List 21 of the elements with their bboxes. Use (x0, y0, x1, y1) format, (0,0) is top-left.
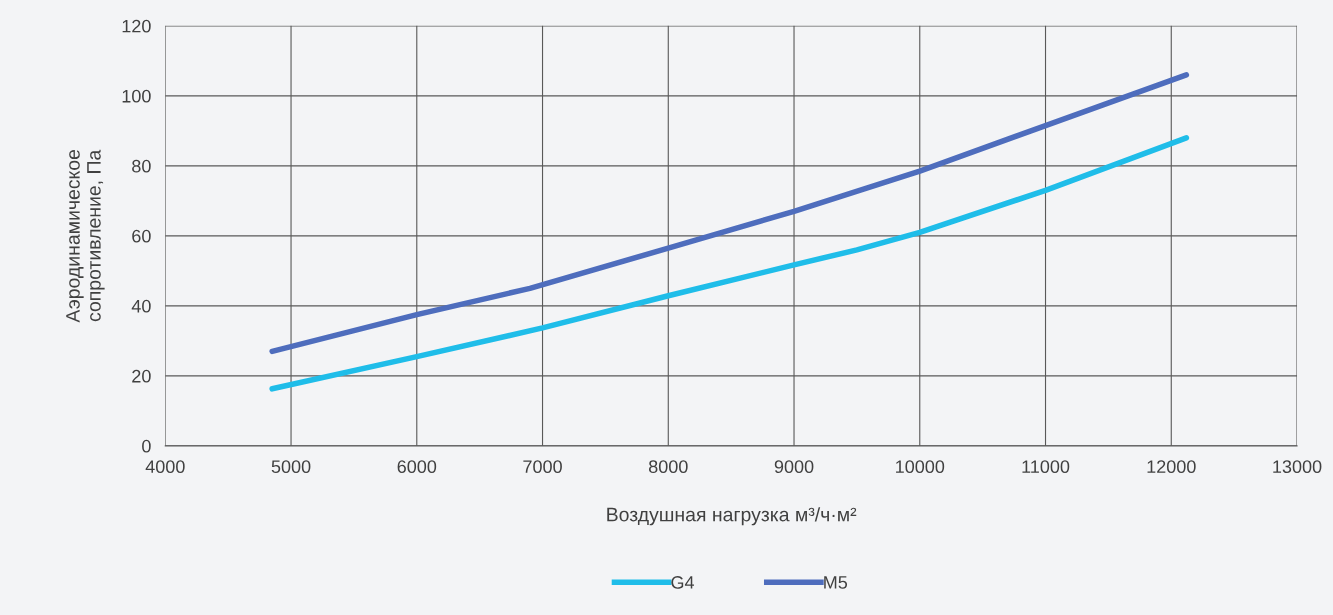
y-tick-label: 100 (122, 89, 151, 103)
y-tick-label: 0 (142, 439, 151, 453)
x-tick-label: 5000 (271, 460, 311, 474)
x-tick-label: 8000 (648, 460, 688, 474)
legend-label: M5 (824, 576, 848, 589)
y-tick-label: 80 (132, 159, 151, 173)
x-tick-label: 10000 (896, 460, 945, 474)
y-tick-label: 60 (132, 229, 151, 243)
x-tick-label: 7000 (523, 460, 562, 474)
x-tick-label: 12000 (1147, 460, 1196, 474)
x-axis-title: Воздушная нагрузка м³/ч·м² (607, 507, 857, 526)
y-tick-label: 40 (131, 299, 151, 313)
y-tick-label: 20 (132, 369, 151, 383)
x-tick-label: 6000 (397, 460, 437, 474)
legend-label: G4 (671, 576, 695, 589)
x-tick-label: 13000 (1273, 460, 1322, 474)
x-tick-label: 11000 (1022, 460, 1070, 474)
x-tick-label: 4000 (145, 460, 185, 474)
x-tick-label: 9000 (774, 460, 814, 474)
y-axis-title: Аэродинамическое сопротивление, Па (66, 149, 105, 323)
y-tick-label: 120 (122, 19, 151, 33)
